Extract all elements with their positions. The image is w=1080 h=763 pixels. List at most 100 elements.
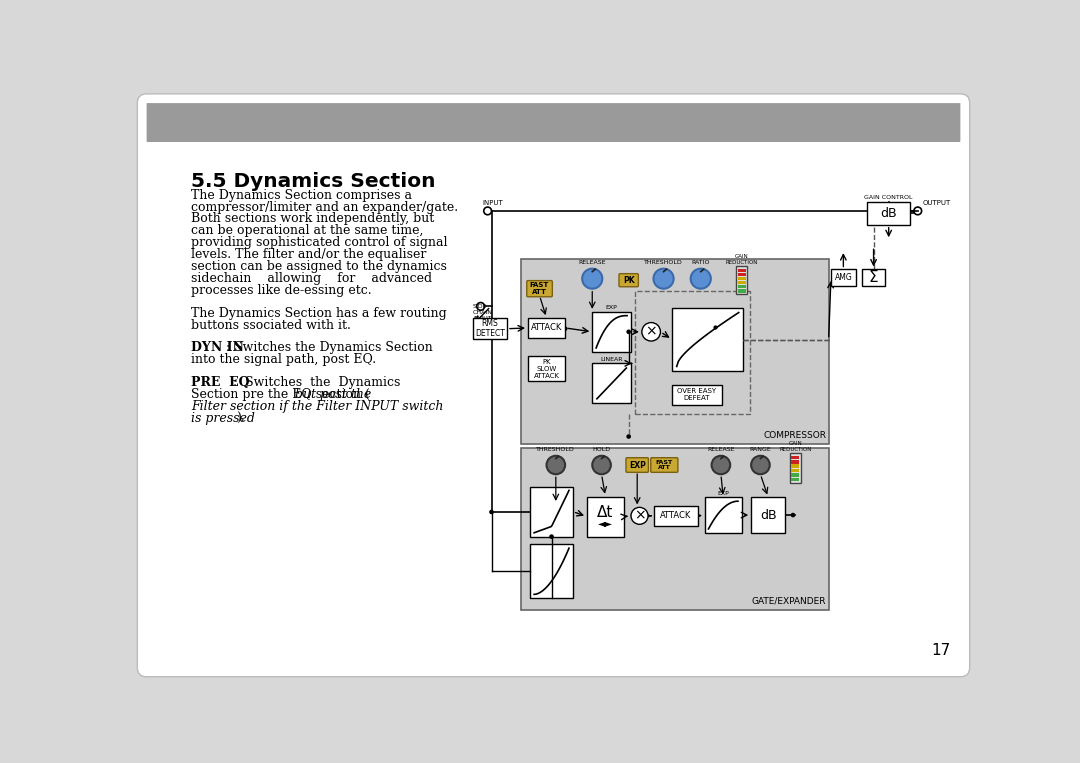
Bar <box>789 453 800 483</box>
Text: :  Switches  the  Dynamics: : Switches the Dynamics <box>232 376 400 389</box>
Circle shape <box>592 456 611 475</box>
Circle shape <box>546 456 565 475</box>
Text: EXP: EXP <box>717 491 729 496</box>
Circle shape <box>642 323 661 341</box>
Text: GAIN
REDUCTION: GAIN REDUCTION <box>779 441 811 452</box>
Bar <box>792 473 799 477</box>
Text: GAIN CONTROL: GAIN CONTROL <box>864 195 913 200</box>
Circle shape <box>563 327 567 331</box>
Text: GAIN
REDUCTION: GAIN REDUCTION <box>726 254 758 265</box>
Bar <box>672 308 743 371</box>
Text: Section pre the EQ section (: Section pre the EQ section ( <box>191 388 369 401</box>
Bar <box>530 487 572 536</box>
FancyBboxPatch shape <box>619 274 638 287</box>
Bar <box>738 277 745 280</box>
Text: PK
SLOW
ATTACK: PK SLOW ATTACK <box>534 359 559 378</box>
Text: RANGE: RANGE <box>750 447 771 452</box>
Circle shape <box>626 434 631 439</box>
Bar <box>530 544 572 598</box>
Bar <box>737 266 747 294</box>
FancyBboxPatch shape <box>137 94 970 677</box>
Text: DYN IN: DYN IN <box>191 341 244 355</box>
Text: EXP: EXP <box>629 461 646 469</box>
Bar <box>586 497 624 536</box>
Bar <box>862 269 886 286</box>
Bar <box>738 269 745 272</box>
FancyBboxPatch shape <box>147 103 960 142</box>
Text: sidechain    allowing    for    advanced: sidechain allowing for advanced <box>191 272 432 285</box>
Text: The Dynamics Section comprises a: The Dynamics Section comprises a <box>191 188 411 201</box>
Text: RELEASE: RELEASE <box>579 260 606 265</box>
Circle shape <box>626 330 631 334</box>
Bar <box>521 448 829 610</box>
Text: levels. The filter and/or the equaliser: levels. The filter and/or the equaliser <box>191 248 427 261</box>
Text: SIDE
CHAIN
INPUT: SIDE CHAIN INPUT <box>473 304 492 320</box>
Text: into the signal path, post EQ.: into the signal path, post EQ. <box>191 353 376 366</box>
Text: Filter section if the Filter INPUT switch: Filter section if the Filter INPUT switc… <box>191 400 443 413</box>
Bar <box>672 385 721 405</box>
Text: processes like de-essing etc.: processes like de-essing etc. <box>191 284 372 297</box>
Bar <box>792 456 799 459</box>
Text: RMS
DETECT: RMS DETECT <box>475 319 504 339</box>
Text: ).: ). <box>237 412 245 425</box>
Text: is pressed: is pressed <box>191 412 255 425</box>
Text: LINEAR: LINEAR <box>600 357 623 362</box>
Text: INPUT: INPUT <box>482 201 503 206</box>
Bar <box>738 285 745 288</box>
Text: OVER EASY
DEFEAT: OVER EASY DEFEAT <box>677 388 716 401</box>
Text: THRESHOLD: THRESHOLD <box>644 260 683 265</box>
Bar <box>528 318 565 338</box>
Text: compressor/limiter and an expander/gate.: compressor/limiter and an expander/gate. <box>191 201 458 214</box>
Text: can be operational at the same time,: can be operational at the same time, <box>191 224 423 237</box>
Text: PRE  EQ: PRE EQ <box>191 376 249 389</box>
Text: EXP: EXP <box>606 305 618 311</box>
Circle shape <box>751 456 770 475</box>
Text: buttons ssociated with it.: buttons ssociated with it. <box>191 319 351 332</box>
Text: Δt: Δt <box>597 505 613 520</box>
Text: dB: dB <box>760 509 777 522</box>
Text: section can be assigned to the dynamics: section can be assigned to the dynamics <box>191 260 447 273</box>
Text: RELEASE: RELEASE <box>707 447 734 452</box>
FancyBboxPatch shape <box>626 458 648 472</box>
Text: but post the: but post the <box>295 388 370 401</box>
Bar <box>792 468 799 472</box>
Bar <box>738 289 745 292</box>
Circle shape <box>550 534 554 539</box>
Text: ◄►: ◄► <box>598 518 613 528</box>
Bar <box>635 291 750 414</box>
Text: ATTACK: ATTACK <box>660 511 691 520</box>
FancyBboxPatch shape <box>651 458 678 472</box>
Bar <box>751 497 785 533</box>
Text: THRESHOLD: THRESHOLD <box>537 447 576 452</box>
Text: Both sections work independently, but: Both sections work independently, but <box>191 212 434 225</box>
Circle shape <box>653 269 674 288</box>
Bar <box>654 506 698 526</box>
Circle shape <box>489 510 494 514</box>
Circle shape <box>791 513 795 517</box>
Text: Σ: Σ <box>868 270 878 285</box>
Bar <box>792 478 799 481</box>
Text: : Switches the Dynamics Section: : Switches the Dynamics Section <box>227 341 433 355</box>
Text: AMG: AMG <box>835 273 852 282</box>
Bar <box>738 272 745 276</box>
Text: ×: × <box>634 509 646 523</box>
Text: PK: PK <box>623 275 634 285</box>
Text: 17: 17 <box>931 642 950 658</box>
Bar <box>473 318 507 340</box>
Circle shape <box>582 269 603 288</box>
Circle shape <box>691 269 711 288</box>
Bar <box>867 201 910 225</box>
Circle shape <box>631 507 648 524</box>
Text: 5.5 Dynamics Section: 5.5 Dynamics Section <box>191 172 435 192</box>
FancyBboxPatch shape <box>527 281 552 297</box>
Text: HOLD: HOLD <box>593 447 610 452</box>
Bar <box>831 269 855 286</box>
Bar <box>704 497 742 533</box>
Text: GATE/EXPANDER: GATE/EXPANDER <box>752 597 826 606</box>
Text: dB: dB <box>880 207 897 220</box>
Bar <box>528 356 565 381</box>
Bar <box>792 465 799 468</box>
Circle shape <box>712 456 730 475</box>
Text: FAST
ATT: FAST ATT <box>656 459 673 471</box>
Text: OUTPUT: OUTPUT <box>922 201 950 206</box>
